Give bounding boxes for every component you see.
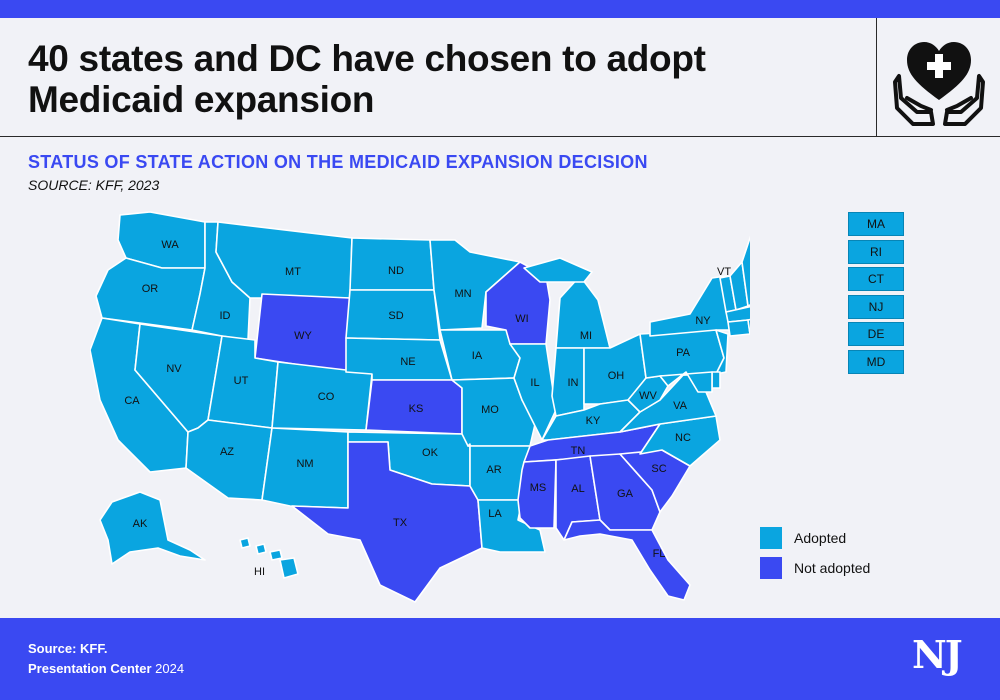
us-map: WA OR CA NV ID MT WY UT AZ CO NM ND SD N… (90, 211, 750, 603)
state-HI (239, 537, 251, 549)
label-CO: CO (318, 391, 335, 403)
label-KY: KY (586, 415, 601, 427)
small-state-RI: RI (848, 239, 904, 264)
label-MO: MO (481, 404, 499, 416)
label-ID: ID (220, 310, 231, 322)
state-MS (517, 459, 557, 529)
state-ME (741, 235, 750, 307)
state-DE (711, 371, 721, 389)
label-NM: NM (296, 458, 313, 470)
legend-label-adopted: Adopted (794, 530, 847, 546)
small-state-CT: CT (848, 267, 904, 291)
top-accent-bar (0, 0, 1000, 18)
label-GA: GA (617, 488, 634, 500)
label-IA: IA (472, 350, 483, 362)
label-OH: OH (608, 370, 625, 382)
state-FL (563, 519, 691, 601)
label-VT: VT (717, 266, 731, 278)
label-LA: LA (488, 508, 502, 520)
label-IN: IN (568, 377, 579, 389)
map-source: SOURCE: KFF, 2023 (28, 177, 160, 193)
hands-holding-heart-icon (893, 42, 985, 126)
label-NV: NV (166, 363, 182, 375)
label-WV: WV (639, 390, 657, 402)
label-CA: CA (124, 395, 140, 407)
label-WY: WY (294, 330, 312, 342)
small-state-NJ: NJ (848, 294, 904, 319)
label-AZ: AZ (220, 446, 234, 458)
legend-adopted: Adopted (760, 527, 870, 549)
footer-credit: Presentation Center 2024 (28, 661, 184, 676)
label-MN: MN (454, 288, 471, 300)
footer: Source: KFF. Presentation Center 2024 NJ (0, 618, 1000, 700)
legend-label-not-adopted: Not adopted (794, 560, 871, 576)
label-AR: AR (486, 464, 501, 476)
state-MT (215, 221, 353, 299)
header: 40 states and DC have chosen to adopt Me… (0, 18, 1000, 137)
label-SD: SD (388, 310, 403, 322)
small-state-MD: MD (848, 349, 904, 374)
state-MI-upper (523, 257, 593, 283)
label-UT: UT (234, 375, 249, 387)
legend-swatch-adopted (760, 527, 782, 549)
label-PA: PA (676, 347, 691, 359)
label-NY: NY (695, 315, 711, 327)
label-IL: IL (530, 377, 539, 389)
legend-not-adopted: Not adopted (760, 557, 870, 579)
footer-year: 2024 (151, 661, 185, 676)
footer-source: Source: KFF. (28, 641, 108, 656)
state-HI-3 (269, 549, 283, 561)
map-subtitle: STATUS OF STATE ACTION ON THE MEDICAID E… (28, 152, 648, 172)
label-MI: MI (580, 330, 592, 342)
state-RI (747, 318, 750, 335)
legend: Adopted Not adopted (760, 527, 870, 587)
label-MT: MT (285, 266, 301, 278)
state-NE (345, 337, 453, 381)
state-HI-2 (255, 543, 267, 555)
label-KS: KS (409, 403, 424, 415)
state-MD (659, 371, 713, 393)
nj-logo: NJ (912, 632, 963, 677)
footer-presentation-center: Presentation Center (28, 661, 152, 676)
label-MS: MS (530, 482, 547, 494)
small-state-MA: MA (848, 212, 904, 236)
state-TX (291, 441, 483, 603)
label-FL: FL (653, 548, 666, 560)
state-HI-4 (279, 557, 299, 579)
label-HI: HI (254, 566, 265, 578)
label-AK: AK (133, 518, 148, 530)
small-state-DE: DE (848, 322, 904, 346)
label-TN: TN (571, 445, 586, 457)
state-MA (725, 305, 750, 323)
label-AL: AL (571, 483, 584, 495)
label-OK: OK (422, 447, 439, 459)
label-ND: ND (388, 265, 404, 277)
label-SC: SC (651, 463, 666, 475)
small-states-list: MA RI CT NJ DE MD (848, 212, 904, 377)
label-WA: WA (161, 239, 179, 251)
label-VA: VA (673, 400, 688, 412)
icon-box (876, 18, 1000, 136)
label-OR: OR (142, 283, 159, 295)
legend-swatch-not-adopted (760, 557, 782, 579)
label-NE: NE (400, 356, 415, 368)
state-NY (649, 275, 731, 337)
label-TX: TX (393, 517, 408, 529)
state-NJ (715, 329, 729, 375)
label-NC: NC (675, 432, 691, 444)
state-AK (99, 491, 206, 565)
state-AZ (185, 419, 273, 501)
page-title: 40 states and DC have chosen to adopt Me… (28, 38, 706, 120)
label-WI: WI (515, 313, 528, 325)
state-CT (727, 319, 750, 337)
state-IL (509, 343, 557, 441)
